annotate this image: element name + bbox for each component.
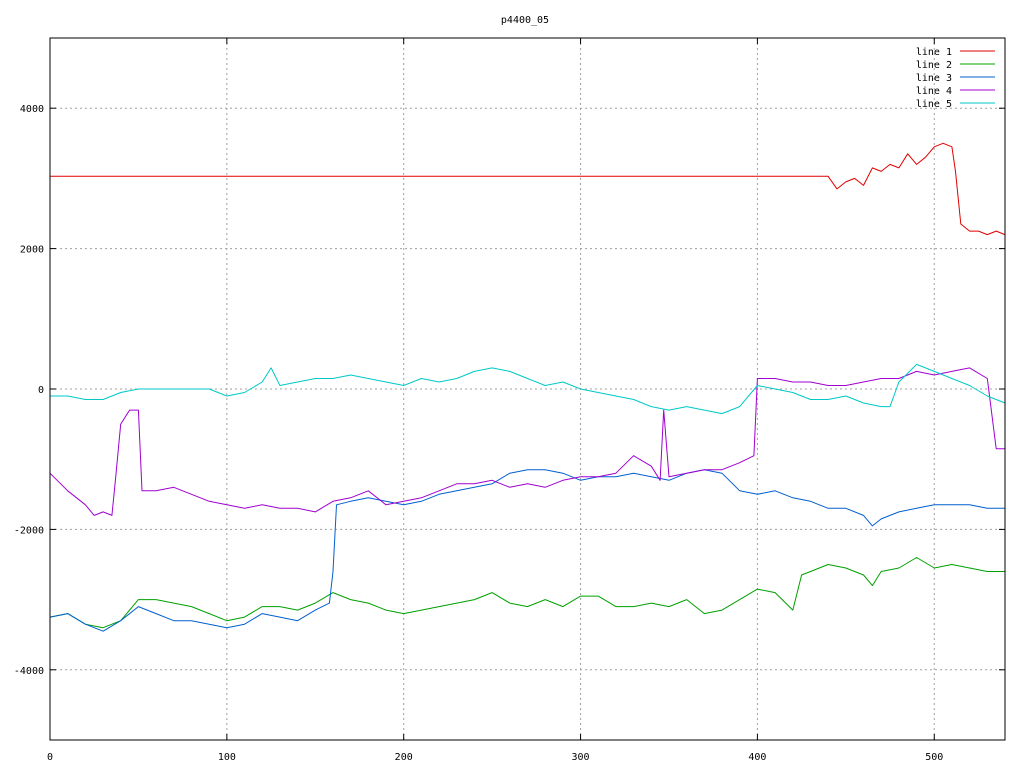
y-tick-label: -4000 [14,666,44,677]
x-tick-label: 500 [925,752,943,763]
x-tick-label: 400 [748,752,766,763]
legend-label-2: line 2 [916,60,952,71]
x-tick-label: 100 [218,752,236,763]
x-tick-label: 200 [395,752,413,763]
x-tick-label: 300 [572,752,590,763]
series-line-1 [50,142,1006,236]
y-tick-label: -2000 [14,525,44,536]
x-tick-label: 0 [47,752,53,763]
series-line-2 [49,557,1005,629]
legend-label-3: line 3 [916,73,952,84]
axis-ticks: 0 100 200 300 400 500 -4000 -2000 0 2000 4000 [14,38,1005,763]
y-tick-label: 0 [38,385,44,396]
legend: line 1 line 2 line 3 line 4 line 5 [916,47,995,110]
series-line-4 [49,367,1005,516]
series-group [49,142,1006,632]
legend-label-1: line 1 [916,47,952,58]
chart-title: p4400_05 [501,15,549,26]
y-tick-label: 4000 [20,104,44,115]
series-line-3 [49,469,1005,632]
y-tick-label: 2000 [20,245,44,256]
series-line-5 [50,363,1006,415]
legend-label-4: line 4 [916,86,952,97]
legend-label-5: line 5 [916,99,952,110]
